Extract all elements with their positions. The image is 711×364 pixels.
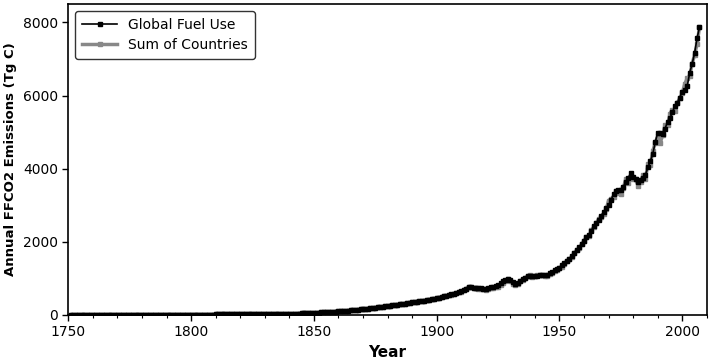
Global Fuel Use	[66, 313, 75, 317]
Sum of Countries	[403, 301, 412, 305]
Sum of Countries	[327, 310, 336, 314]
Y-axis label: Annual FFCO2 Emissions (Tg C): Annual FFCO2 Emissions (Tg C)	[4, 43, 17, 276]
Sum of Countries	[130, 313, 139, 317]
Global Fuel Use	[695, 25, 704, 29]
Sum of Countries	[695, 25, 704, 30]
Line: Global Fuel Use: Global Fuel Use	[69, 26, 701, 316]
Global Fuel Use	[236, 312, 245, 317]
Global Fuel Use	[403, 301, 412, 305]
Sum of Countries	[398, 302, 407, 306]
Sum of Countries	[236, 312, 245, 317]
Global Fuel Use	[398, 302, 407, 306]
Legend: Global Fuel Use, Sum of Countries: Global Fuel Use, Sum of Countries	[75, 11, 255, 59]
Global Fuel Use	[268, 312, 277, 316]
Sum of Countries	[268, 312, 277, 316]
Line: Sum of Countries: Sum of Countries	[69, 25, 702, 317]
X-axis label: Year: Year	[368, 345, 407, 360]
Global Fuel Use	[130, 313, 139, 317]
Sum of Countries	[66, 313, 75, 317]
Global Fuel Use	[327, 310, 336, 314]
